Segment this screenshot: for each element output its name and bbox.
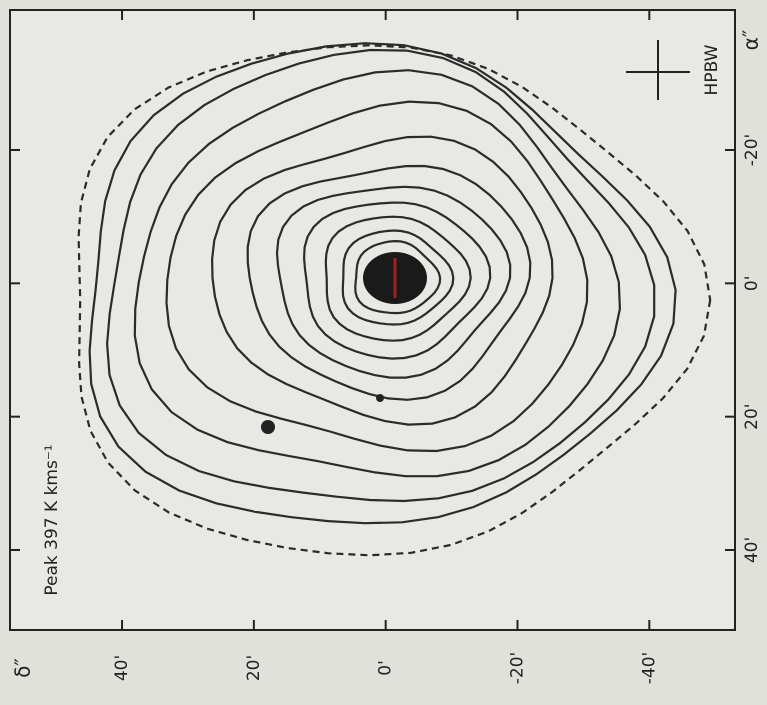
- x-axis-label: δ″: [11, 658, 35, 678]
- y-axis-label: α″: [739, 30, 763, 51]
- x-tick-label: -20': [508, 652, 528, 684]
- chart: HPBW Peak 397 K kms⁻¹ δ″ α″ 40' 20' 0' -20'…: [0, 0, 767, 705]
- x-tick-label: 0': [376, 660, 396, 676]
- x-tick-label: -40': [639, 652, 659, 684]
- point-source: [376, 394, 384, 402]
- beam-label: HPBW: [702, 44, 722, 95]
- x-tick-label: 20': [244, 655, 264, 681]
- annotation: Peak 397 K kms⁻¹: [42, 444, 62, 595]
- plot-frame: [10, 10, 735, 630]
- x-tick-label: 40': [112, 655, 132, 681]
- y-tick-label: 0': [742, 276, 762, 292]
- y-tick-label: 40': [742, 537, 762, 563]
- y-tick-label: -20': [742, 134, 762, 166]
- point-source: [261, 420, 275, 434]
- y-tick-label: 20': [742, 404, 762, 430]
